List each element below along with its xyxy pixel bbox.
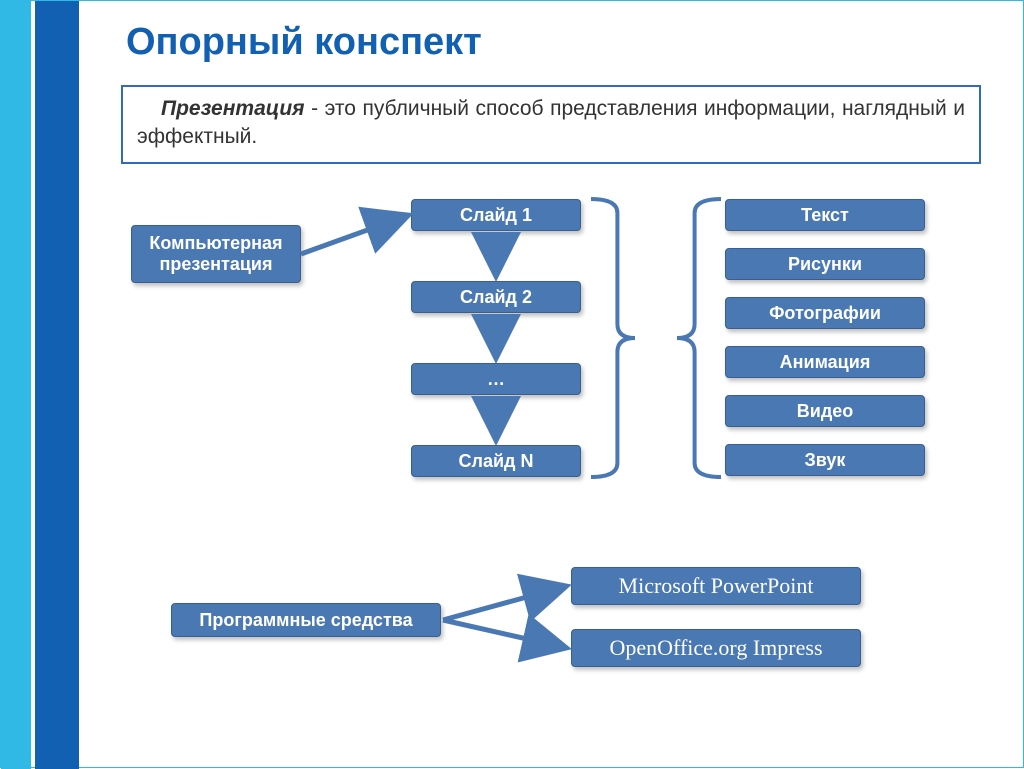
- node-slide-ellipsis: …: [411, 363, 581, 395]
- node-root-label: Компьютерная презентация: [136, 233, 296, 275]
- node-content-images: Рисунки: [725, 248, 925, 280]
- node-slide-1: Слайд 1: [411, 199, 581, 231]
- node-content-text: Текст: [725, 199, 925, 231]
- node-content-animation: Анимация: [725, 346, 925, 378]
- slide-root: Опорный конспект Презентация - это публи…: [0, 0, 1024, 768]
- page-title: Опорный конспект: [126, 21, 482, 64]
- node-slide-2: Слайд 2: [411, 281, 581, 313]
- definition-term: Презентация: [161, 97, 305, 120]
- definition-box: Презентация - это публичный способ предс…: [121, 85, 981, 164]
- node-content-photos: Фотографии: [725, 297, 925, 329]
- node-tools-root: Программные средства: [171, 603, 441, 637]
- node-tool-powerpoint: Microsoft PowerPoint: [571, 567, 861, 605]
- sidebar-decor: [1, 1, 79, 769]
- node-slide-n: Слайд N: [411, 445, 581, 477]
- node-content-video: Видео: [725, 395, 925, 427]
- node-content-sound: Звук: [725, 444, 925, 476]
- node-root: Компьютерная презентация: [131, 225, 301, 283]
- node-tool-impress: OpenOffice.org Impress: [571, 629, 861, 667]
